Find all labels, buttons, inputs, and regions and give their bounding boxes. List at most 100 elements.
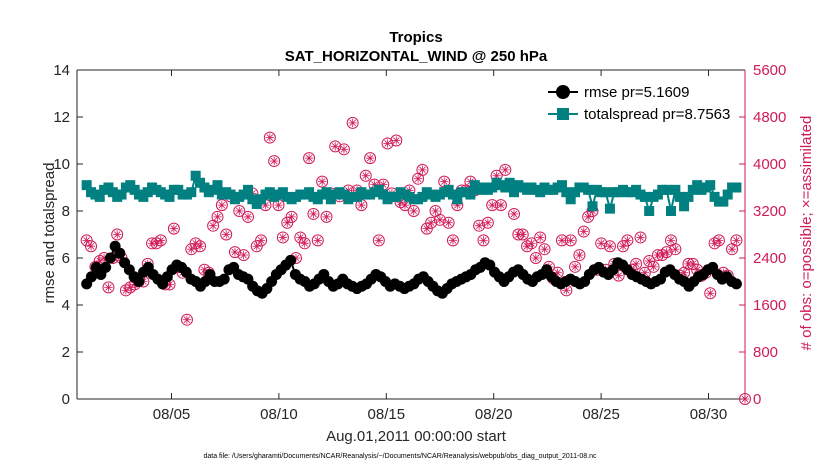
totalspread-marker — [718, 196, 729, 207]
obs-assimilated-cross — [580, 228, 588, 235]
obs-marker — [577, 225, 590, 238]
obs-marker — [285, 210, 298, 223]
obs-assimilated-cross — [314, 237, 322, 244]
totalspread-marker — [604, 203, 615, 214]
obs-possible-circle — [303, 152, 316, 165]
obs-assimilated-cross — [449, 237, 457, 244]
obs-assimilated-cross — [558, 237, 566, 244]
x-axis-label: Aug.01,2011 00:00:00 start — [326, 428, 507, 445]
obs-marker — [407, 205, 420, 217]
obs-marker — [669, 243, 682, 256]
obs-possible-circle — [237, 249, 250, 262]
obs-possible-circle — [481, 216, 494, 229]
obs-marker — [311, 234, 324, 247]
obs-assimilated-cross — [183, 316, 191, 323]
obs-marker — [215, 199, 228, 212]
obs-assimilated-cross — [331, 143, 339, 150]
obs-assimilated-cross — [318, 178, 326, 185]
obs-assimilated-cross — [733, 237, 740, 244]
obs-marker — [211, 210, 224, 223]
obs-possible-circle — [577, 225, 590, 238]
obs-assimilated-cross — [689, 260, 697, 268]
obs-assimilated-cross — [419, 166, 426, 174]
obs-marker — [446, 234, 459, 247]
obs-possible-circle — [730, 234, 743, 247]
obs-marker — [564, 234, 577, 247]
obs-assimilated-cross — [528, 240, 535, 247]
obs-marker — [337, 143, 350, 156]
obs-possible-circle — [425, 216, 438, 229]
obs-assimilated-cross — [414, 175, 422, 182]
obs-marker — [529, 252, 542, 264]
obs-assimilated-cross — [536, 234, 544, 241]
obs-marker — [477, 234, 490, 247]
obs-assimilated-cross — [384, 140, 391, 147]
obs-marker — [111, 228, 124, 241]
obs-assimilated-cross — [715, 237, 723, 244]
rmse-marker — [85, 271, 97, 283]
obs-possible-circle — [263, 131, 276, 144]
obs-assimilated-cross — [310, 210, 317, 218]
obs-possible-circle — [228, 246, 241, 259]
obs-possible-circle — [154, 234, 167, 247]
obs-assimilated-cross — [502, 166, 509, 174]
obs-marker — [603, 240, 616, 253]
obs-marker — [390, 134, 403, 147]
obs-assimilated-cross — [284, 219, 291, 227]
obs-assimilated-cross — [375, 237, 383, 244]
obs-assimilated-cross — [488, 201, 496, 209]
obs-assimilated-cross — [632, 260, 640, 268]
obs-possible-circle — [337, 143, 350, 156]
obs-possible-circle — [704, 287, 717, 300]
obs-marker — [473, 219, 486, 232]
y2-tick-label: 4800 — [753, 109, 786, 126]
legend-rmse-label: rmse pr=5.1609 — [584, 84, 689, 101]
obs-assimilated-cross — [606, 242, 614, 250]
obs-assimilated-cross — [645, 257, 653, 265]
obs-assimilated-cross — [484, 219, 492, 227]
obs-possible-circle — [111, 228, 124, 241]
obs-marker — [621, 234, 634, 247]
obs-assimilated-cross — [693, 266, 701, 274]
obs-marker — [525, 237, 538, 250]
obs-assimilated-cross — [166, 281, 173, 288]
legend-totalspread-marker — [557, 108, 569, 120]
totalspread-marker — [190, 170, 201, 181]
rmse-marker — [104, 252, 116, 264]
obs-assimilated-cross — [288, 213, 295, 221]
obs-possible-circle — [634, 231, 647, 244]
obs-marker — [664, 234, 677, 247]
obs-possible-circle — [473, 219, 486, 232]
x-tick-label: 08/25 — [582, 406, 620, 423]
obs-possible-circle — [298, 237, 311, 250]
obs-possible-circle — [381, 137, 394, 150]
obs-possible-circle — [320, 210, 333, 223]
obs-marker — [255, 234, 268, 247]
totalspread-marker — [670, 184, 681, 195]
obs-marker — [569, 260, 582, 273]
obs-marker — [303, 152, 316, 165]
x-tick-label: 08/05 — [153, 406, 191, 423]
obs-marker — [508, 207, 521, 220]
obs-assimilated-cross — [170, 225, 178, 232]
totalspread-marker — [509, 187, 520, 198]
obs-marker — [237, 249, 250, 262]
totalspread-marker — [465, 189, 476, 200]
y2-tick-label: 2400 — [753, 250, 786, 267]
obs-assimilated-cross — [371, 181, 378, 188]
obs-assimilated-cross — [663, 248, 670, 256]
rmse-marker — [114, 247, 126, 259]
obs-possible-circle — [621, 234, 634, 247]
obs-assimilated-cross — [157, 237, 165, 244]
obs-marker — [85, 240, 98, 253]
totalspread-marker — [81, 180, 92, 191]
obs-marker — [228, 246, 241, 259]
totalspread-marker — [731, 182, 742, 193]
obs-possible-circle — [416, 163, 429, 176]
obs-assimilated-cross — [576, 251, 583, 259]
y-tick-label: 10 — [53, 156, 70, 173]
obs-possible-circle — [494, 199, 507, 212]
obs-marker — [372, 234, 385, 247]
obs-assimilated-cross — [266, 134, 274, 141]
totalspread-marker — [644, 206, 655, 216]
